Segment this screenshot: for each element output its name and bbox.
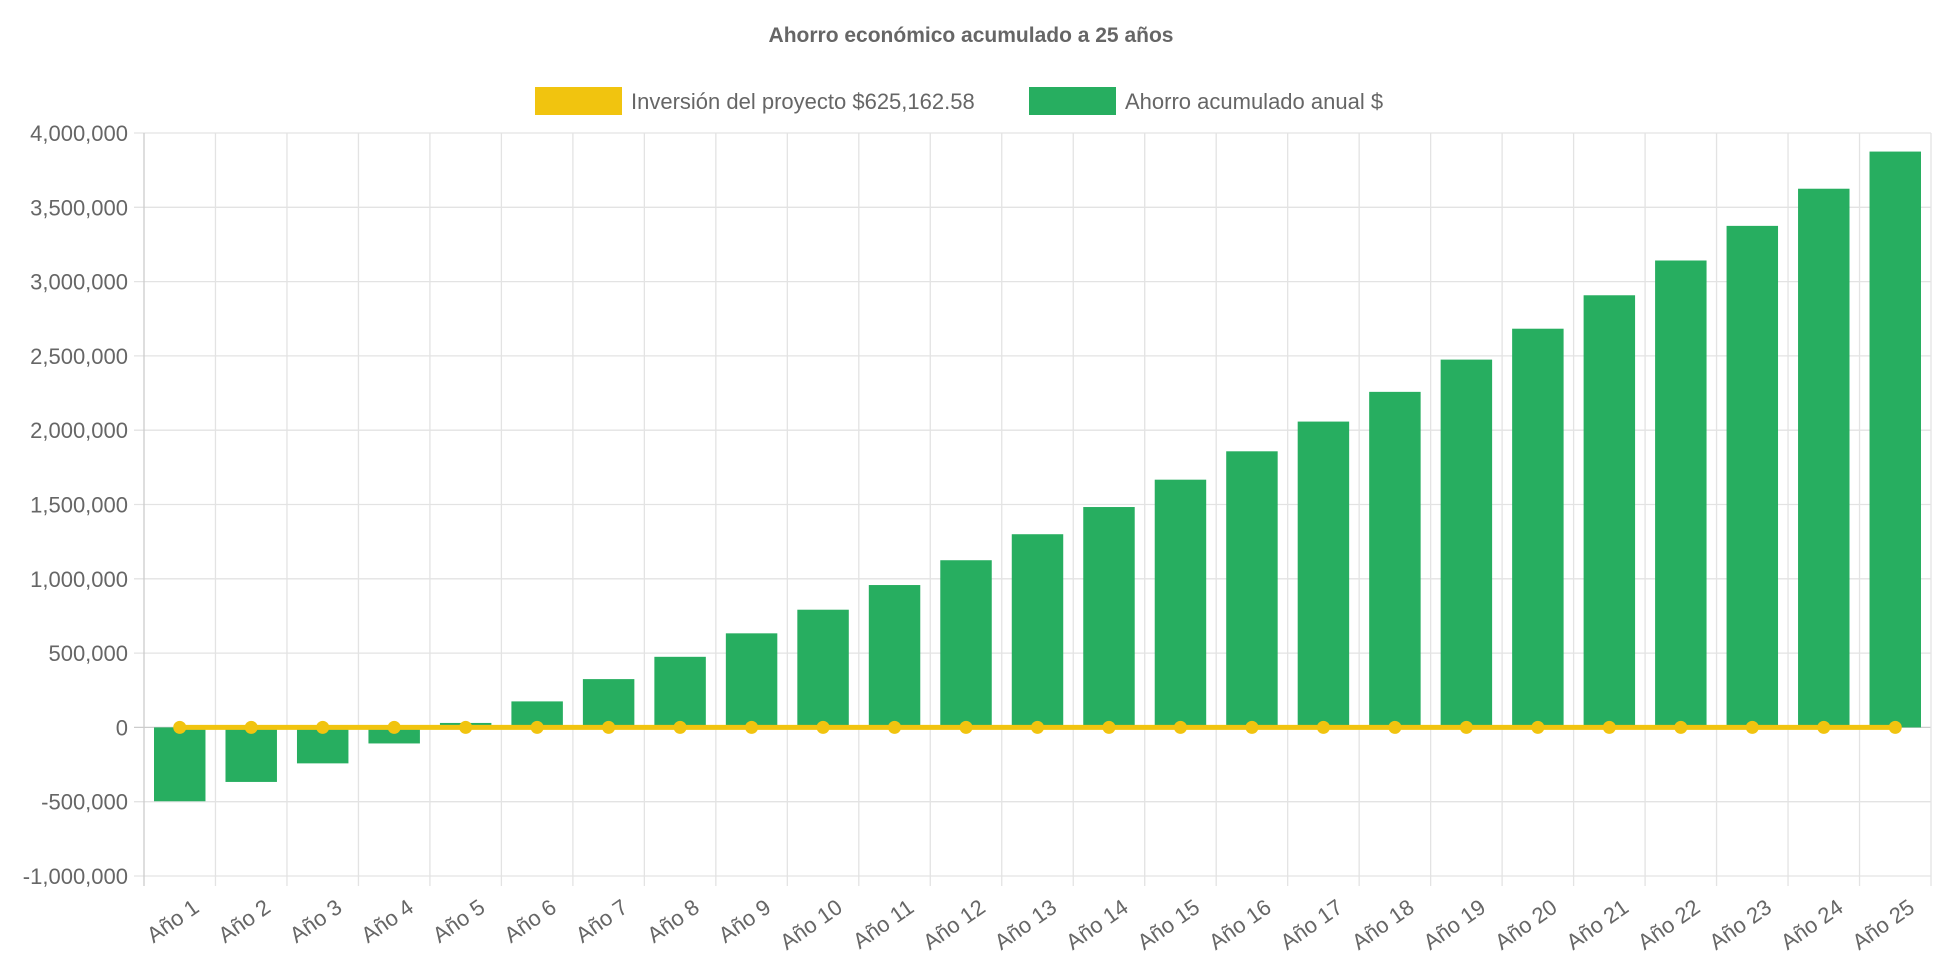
y-tick-label: 2,500,000 bbox=[30, 344, 128, 369]
x-tick-label: Año 6 bbox=[499, 894, 560, 947]
line-point bbox=[1388, 720, 1402, 734]
legend-item-savings[interactable]: Ahorro acumulado anual $ bbox=[1029, 87, 1383, 115]
line-point bbox=[1459, 720, 1473, 734]
bar bbox=[1011, 534, 1064, 728]
line-point bbox=[1817, 720, 1831, 734]
bar bbox=[1583, 295, 1636, 728]
line-point bbox=[387, 720, 401, 734]
line-point bbox=[459, 720, 473, 734]
x-tick-label: Año 24 bbox=[1776, 894, 1847, 954]
line-point bbox=[316, 720, 330, 734]
y-tick-label: -500,000 bbox=[41, 790, 128, 815]
line-point bbox=[673, 720, 687, 734]
line-point bbox=[173, 720, 187, 734]
bar bbox=[225, 727, 277, 782]
bar bbox=[1726, 225, 1779, 728]
investment-line bbox=[173, 720, 1902, 734]
x-tick-label: Año 5 bbox=[428, 894, 489, 947]
line-point bbox=[1031, 720, 1044, 734]
bar bbox=[1083, 507, 1135, 728]
x-tick-label: Año 3 bbox=[285, 894, 346, 947]
bars bbox=[154, 151, 1921, 802]
x-tick-label: Año 11 bbox=[848, 894, 918, 954]
grid bbox=[134, 132, 1932, 886]
y-tick-label: 4,000,000 bbox=[30, 121, 128, 146]
line-point bbox=[1245, 720, 1259, 734]
x-tick-label: Año 14 bbox=[1061, 894, 1132, 954]
line-point bbox=[1745, 720, 1759, 734]
x-tick-label: Año 17 bbox=[1276, 894, 1347, 954]
line-point bbox=[244, 720, 258, 734]
bar bbox=[154, 727, 206, 802]
line-point bbox=[1674, 720, 1688, 734]
x-tick-label: Año 22 bbox=[1633, 894, 1704, 954]
x-tick-label: Año 18 bbox=[1347, 894, 1418, 954]
y-tick-label: 3,000,000 bbox=[30, 270, 128, 295]
bar bbox=[940, 560, 992, 728]
bar bbox=[368, 727, 420, 744]
line-point bbox=[816, 720, 830, 734]
bar bbox=[1512, 328, 1564, 728]
x-tick-label: Año 12 bbox=[918, 894, 989, 954]
bar bbox=[1869, 151, 1921, 728]
legend: Inversión del proyecto $625,162.58 Ahorr… bbox=[535, 87, 1383, 115]
x-tick-label: Año 15 bbox=[1133, 894, 1204, 954]
line-point bbox=[1531, 720, 1545, 734]
y-tick-label: -1,000,000 bbox=[23, 864, 128, 889]
bar bbox=[725, 633, 778, 728]
bar bbox=[582, 679, 635, 728]
y-tick-label: 3,500,000 bbox=[30, 195, 128, 220]
x-tick-label: Año 25 bbox=[1847, 894, 1918, 954]
legend-swatch-savings bbox=[1029, 87, 1116, 115]
bar bbox=[654, 656, 706, 728]
legend-item-investment[interactable]: Inversión del proyecto $625,162.58 bbox=[535, 87, 975, 115]
line-point bbox=[602, 720, 616, 734]
x-axis: Año 1 Año 2 Año 3 Año 4 Año 5 Año 6 Año 7 Año 8… bbox=[142, 894, 1919, 954]
x-tick-label: Año 7 bbox=[571, 894, 632, 947]
line-point bbox=[959, 720, 973, 734]
line-point bbox=[1602, 720, 1616, 734]
x-tick-label: Año 16 bbox=[1204, 894, 1275, 954]
x-tick-label: Año 1 bbox=[142, 894, 203, 947]
x-tick-label: Año 8 bbox=[642, 894, 703, 947]
bar bbox=[1655, 260, 1707, 728]
y-tick-label: 1,000,000 bbox=[30, 567, 128, 592]
y-tick-label: 2,000,000 bbox=[30, 418, 128, 443]
x-tick-label: Año 19 bbox=[1419, 894, 1490, 954]
bar bbox=[1154, 479, 1207, 728]
bar bbox=[868, 585, 921, 728]
chart-title: Ahorro económico acumulado a 25 años bbox=[769, 24, 1174, 47]
bar bbox=[1297, 421, 1350, 728]
y-tick-label: 0 bbox=[116, 715, 128, 740]
y-axis: 4,000,000 3,500,000 3,000,000 2,500,000 2,00… bbox=[23, 121, 128, 889]
line-point bbox=[1173, 720, 1187, 734]
legend-swatch-investment bbox=[535, 87, 622, 115]
x-tick-label: Año 21 bbox=[1562, 894, 1633, 954]
legend-label-investment: Inversión del proyecto $625,162.58 bbox=[631, 89, 975, 114]
bar bbox=[1440, 359, 1493, 728]
x-tick-label: Año 9 bbox=[714, 894, 775, 947]
bar bbox=[797, 609, 849, 728]
bar bbox=[1369, 391, 1421, 728]
x-tick-label: Año 10 bbox=[775, 894, 846, 954]
line-point bbox=[1316, 720, 1330, 734]
line-point bbox=[745, 720, 759, 734]
x-tick-label: Año 4 bbox=[356, 894, 417, 947]
line-point bbox=[1888, 720, 1902, 734]
y-tick-label: 500,000 bbox=[48, 641, 128, 666]
x-tick-label: Año 20 bbox=[1490, 894, 1561, 954]
bar bbox=[1798, 188, 1850, 728]
legend-label-savings: Ahorro acumulado anual $ bbox=[1125, 89, 1383, 114]
x-tick-label: Año 13 bbox=[990, 894, 1061, 954]
line-point bbox=[530, 720, 544, 734]
y-tick-label: 1,500,000 bbox=[30, 493, 128, 518]
line-point bbox=[1102, 720, 1116, 734]
line-point bbox=[888, 720, 902, 734]
x-tick-label: Año 23 bbox=[1705, 894, 1776, 954]
x-tick-label: Año 2 bbox=[213, 894, 274, 947]
bar bbox=[1226, 451, 1278, 728]
